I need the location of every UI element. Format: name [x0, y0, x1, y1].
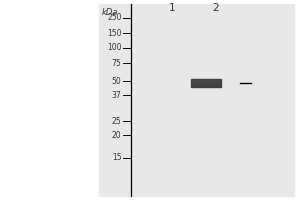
Text: 50: 50	[112, 76, 122, 86]
Bar	[192, 80, 219, 83]
Text: kDa: kDa	[102, 8, 119, 17]
Text: 15: 15	[112, 154, 122, 162]
Text: 37: 37	[112, 90, 122, 99]
Text: 150: 150	[107, 28, 122, 38]
Text: 75: 75	[112, 58, 122, 68]
Text: 250: 250	[107, 14, 122, 22]
Text: 1: 1	[169, 3, 176, 13]
Text: 2: 2	[213, 3, 219, 13]
Text: 25: 25	[112, 116, 122, 126]
Text: 100: 100	[107, 44, 122, 52]
Bar	[99, 4, 294, 196]
Bar	[190, 79, 220, 87]
Text: 20: 20	[112, 130, 122, 140]
